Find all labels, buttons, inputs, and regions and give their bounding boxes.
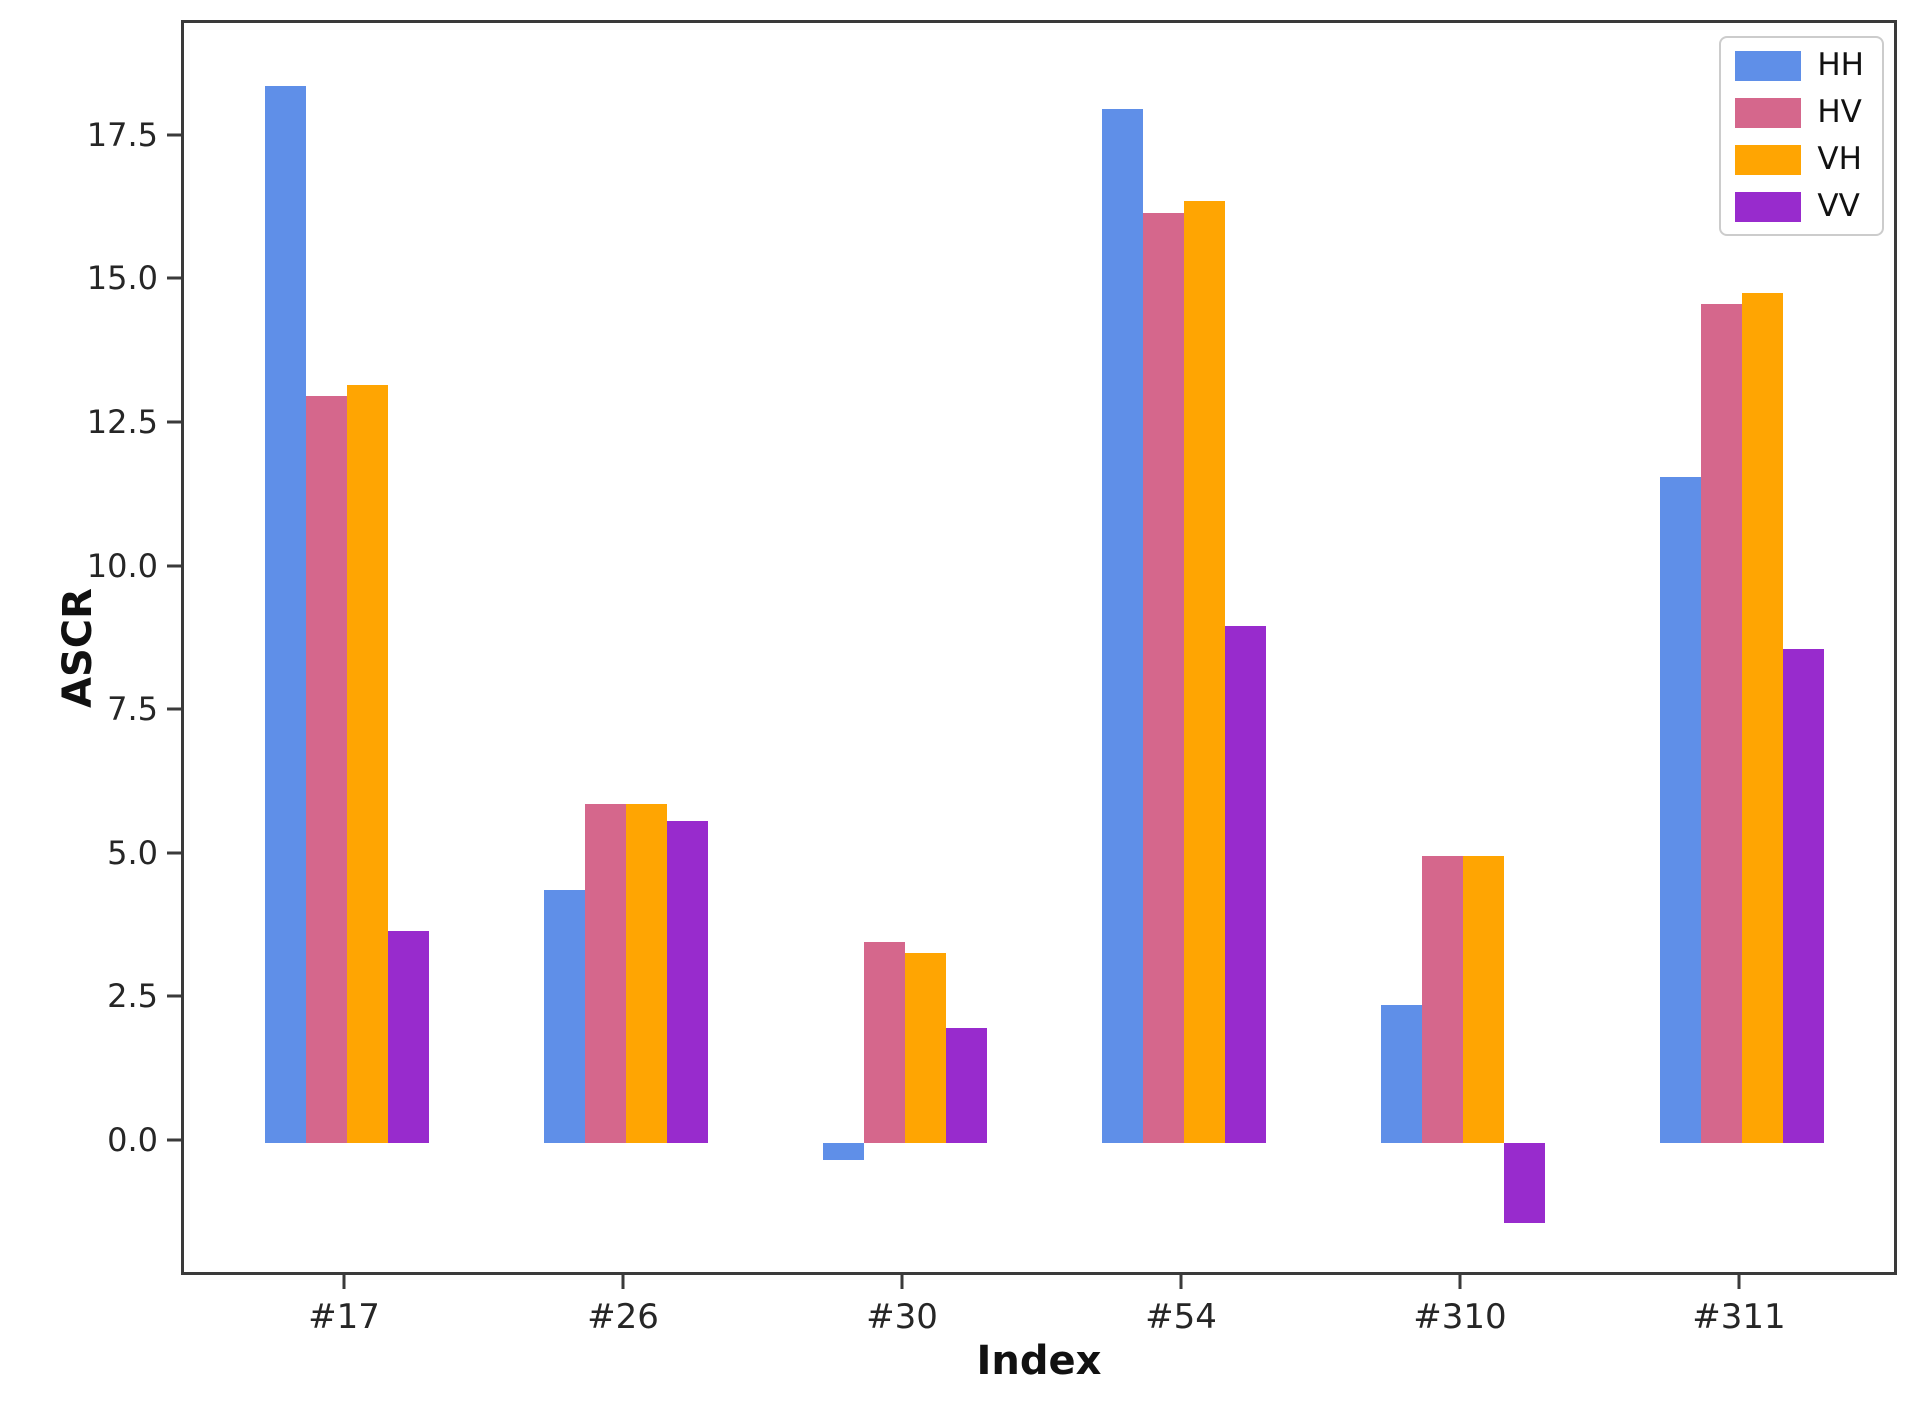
y-tick-label: 7.5 [107, 690, 158, 729]
bar-HV-17 [306, 396, 347, 1143]
y-tick-mark [167, 1138, 181, 1142]
bar-VV-17 [388, 930, 429, 1144]
bar-HH-26 [544, 890, 585, 1144]
bar-VV-26 [667, 821, 708, 1144]
bar-VV-310 [1504, 1143, 1545, 1224]
legend-swatch-HV [1735, 97, 1802, 128]
legend-swatch-HH [1735, 50, 1802, 81]
bar-HV-310 [1422, 855, 1463, 1143]
bar-VV-54 [1225, 626, 1266, 1143]
y-tick-label: 12.5 [86, 403, 158, 442]
y-tick-mark [167, 420, 181, 424]
bar-VH-311 [1742, 292, 1783, 1144]
x-tick-label: #30 [866, 1297, 938, 1337]
y-tick-label: 17.5 [86, 115, 158, 154]
y-tick-mark [167, 994, 181, 998]
legend-label: HV [1817, 94, 1862, 130]
legend: HH HV VH VV [1719, 36, 1884, 236]
x-axis-title: Index [976, 1338, 1102, 1384]
y-tick-mark [167, 564, 181, 568]
plot-area: HH HV VH VV [181, 20, 1897, 1275]
x-tick-mark [1179, 1275, 1183, 1289]
legend-label: VV [1817, 188, 1860, 224]
bar-HV-311 [1701, 304, 1742, 1144]
y-tick-mark [167, 707, 181, 711]
bar-VH-310 [1463, 855, 1504, 1143]
bar-VH-30 [905, 953, 946, 1143]
x-tick-label: #311 [1692, 1297, 1786, 1337]
bar-HH-310 [1381, 1005, 1422, 1144]
legend-swatch-VV [1735, 191, 1802, 222]
x-tick-label: #17 [308, 1297, 380, 1337]
bar-VH-26 [626, 804, 667, 1144]
bar-HH-54 [1102, 109, 1143, 1143]
y-tick-label: 0.0 [107, 1121, 158, 1160]
y-axis-title: ASCR [54, 588, 101, 708]
y-tick-mark [167, 851, 181, 855]
bar-VV-311 [1783, 649, 1824, 1144]
y-tick-mark [167, 276, 181, 280]
x-tick-label: #310 [1413, 1297, 1507, 1337]
bar-HV-30 [864, 941, 905, 1143]
bar-HV-26 [585, 804, 626, 1144]
legend-swatch-VH [1735, 144, 1802, 175]
bar-HH-17 [265, 86, 306, 1143]
bar-VH-54 [1184, 201, 1225, 1143]
legend-label: VH [1817, 141, 1862, 177]
bar-HV-54 [1143, 212, 1184, 1143]
bar-VH-17 [347, 384, 388, 1143]
x-tick-mark [900, 1275, 904, 1289]
legend-label: HH [1817, 47, 1864, 83]
bar-HH-30 [823, 1143, 864, 1161]
legend-item-HH: HH [1735, 50, 1864, 81]
x-tick-label: #26 [587, 1297, 659, 1337]
x-tick-mark [1458, 1275, 1462, 1289]
y-tick-label: 5.0 [107, 833, 158, 872]
y-tick-label: 10.0 [86, 546, 158, 585]
x-tick-mark [1737, 1275, 1741, 1289]
legend-item-VV: VV [1735, 191, 1864, 222]
x-tick-mark [621, 1275, 625, 1289]
x-tick-mark [342, 1275, 346, 1289]
legend-item-HV: HV [1735, 97, 1864, 128]
x-tick-label: #54 [1145, 1297, 1217, 1337]
y-tick-label: 15.0 [86, 259, 158, 298]
y-tick-label: 2.5 [107, 977, 158, 1016]
legend-item-VH: VH [1735, 144, 1864, 175]
y-tick-mark [167, 133, 181, 137]
bar-VV-30 [946, 1028, 987, 1143]
bar-HH-311 [1660, 476, 1701, 1144]
